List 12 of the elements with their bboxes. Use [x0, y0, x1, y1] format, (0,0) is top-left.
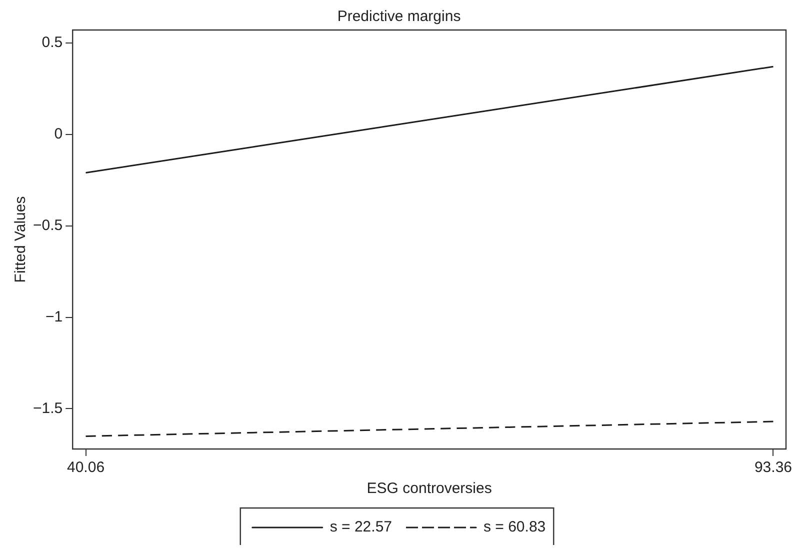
- y-tick-label: 0.5: [42, 34, 63, 51]
- x-axis-title: ESG controversies: [366, 480, 492, 498]
- y-tick-label: −0.5: [32, 216, 63, 234]
- chart-title: Predictive margins: [337, 8, 461, 26]
- y-tick-label: 0: [54, 125, 63, 142]
- legend-label: s = 60.83: [484, 518, 546, 536]
- legend-label: s = 22.57: [330, 518, 392, 536]
- y-tick-label: −1: [46, 308, 63, 326]
- y-axis-title: Fitted Values: [12, 196, 30, 283]
- y-tick-label: −1.5: [32, 400, 63, 417]
- x-tick-label: 93.36: [754, 459, 792, 476]
- x-tick-label: 40.06: [66, 459, 105, 476]
